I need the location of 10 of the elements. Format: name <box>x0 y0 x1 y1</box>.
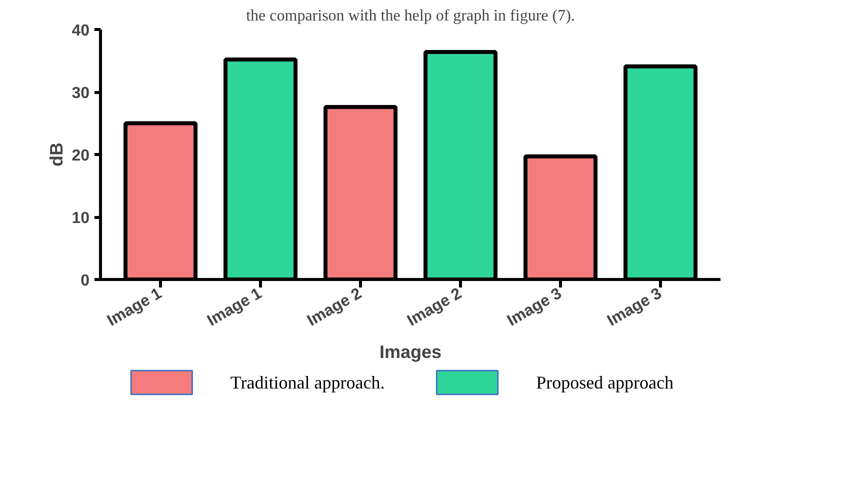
y-axis-title: dB <box>46 142 67 166</box>
y-tick-label: 30 <box>72 85 90 102</box>
legend-label: Traditional approach. <box>230 372 385 392</box>
y-tick-label: 10 <box>72 210 90 227</box>
x-axis-title: Images <box>379 342 442 362</box>
y-tick-label: 0 <box>80 272 90 290</box>
text: the comparison with the help of graph in figure (7). <box>246 8 575 24</box>
legend-label: Proposed approach <box>536 372 674 392</box>
y-tick-label: 20 <box>72 148 90 164</box>
y-tick-label: 40 <box>72 22 90 40</box>
